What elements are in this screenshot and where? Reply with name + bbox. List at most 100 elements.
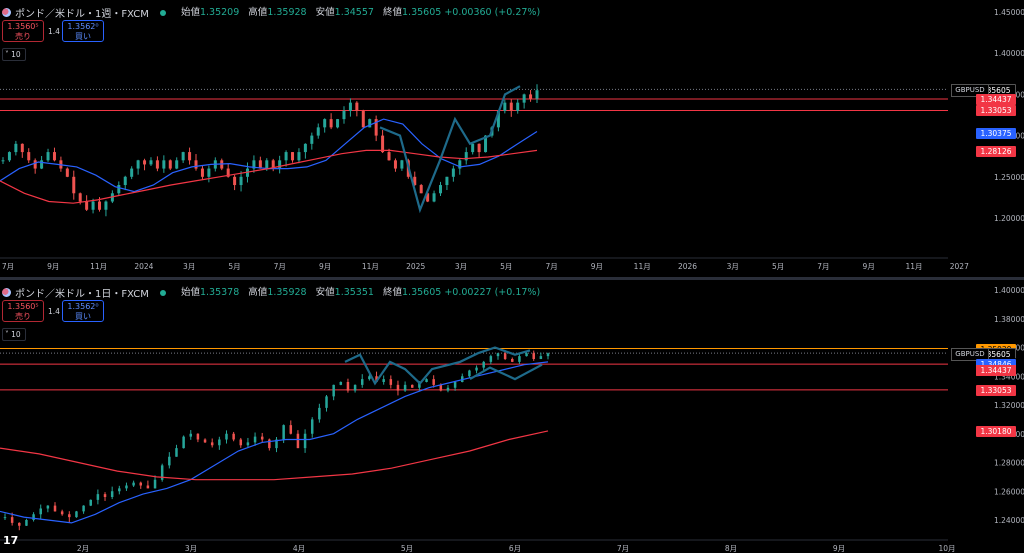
candle-body <box>78 193 82 202</box>
drawing-zigzag <box>379 85 521 214</box>
buy-label: 買い <box>75 32 91 41</box>
indicators-toggle-button[interactable]: ˅ 10 <box>2 328 26 341</box>
candle-body <box>310 419 314 434</box>
candle-body <box>382 379 385 382</box>
candle-body <box>117 185 121 194</box>
candle-body <box>194 160 198 169</box>
price-label: 1.34437 <box>976 94 1016 106</box>
candle-body <box>52 152 56 161</box>
candle-body <box>310 135 314 144</box>
pane-divider[interactable] <box>0 277 1024 280</box>
candle-body <box>475 367 478 371</box>
candle-body <box>239 176 243 186</box>
candle-body <box>98 201 102 210</box>
candle-body <box>68 514 71 518</box>
candle-body <box>1 160 5 162</box>
weekly-chart-pane[interactable]: 1.450001.400001.350001.300001.250001.200… <box>0 0 1024 277</box>
candle-body <box>72 176 76 194</box>
price-label: 1.28126 <box>976 146 1016 158</box>
candle-body <box>529 94 533 99</box>
daily-legend: ポンド／米ドル・1日・FXCM 始値1.35378 高値1.35928 安値1.… <box>2 284 540 300</box>
candle-body <box>46 505 50 509</box>
price-tick-label: 1.38000 <box>994 315 1024 324</box>
candle-body <box>323 119 327 128</box>
time-tick-label: 9月 <box>863 262 875 271</box>
time-tick-label: 7月 <box>617 544 629 553</box>
candle-body <box>210 442 214 446</box>
candle-body <box>360 379 364 385</box>
time-tick-label: 3月 <box>185 544 197 553</box>
candle-body <box>32 514 35 520</box>
daily-chart-canvas[interactable]: 1.400001.380001.360001.340001.320001.300… <box>0 280 1024 553</box>
candle-body <box>125 485 128 489</box>
candle-body <box>27 152 31 161</box>
weekly-chart-canvas[interactable]: 1.450001.400001.350001.300001.250001.200… <box>0 0 1024 277</box>
sell-button[interactable]: 1.3560⁵ 売り <box>2 20 44 42</box>
candle-body <box>374 119 378 136</box>
price-axis <box>948 280 1024 553</box>
time-tick-label: 11月 <box>90 262 107 271</box>
time-tick-label: 5月 <box>500 262 512 271</box>
candle-body <box>7 152 11 161</box>
price-tick-label: 1.25000 <box>994 173 1024 182</box>
candle-body <box>361 110 365 128</box>
buy-button[interactable]: 1.3562⁰ 買い <box>62 300 104 322</box>
candle-body <box>200 168 204 177</box>
candle-body <box>400 160 404 169</box>
candle-body <box>130 168 134 177</box>
indicators-count: 10 <box>11 330 21 339</box>
candle-body <box>445 176 449 186</box>
ohlc-close-value: 1.35605 <box>402 287 442 298</box>
candle-body <box>458 160 462 169</box>
price-label: 1.30180 <box>976 426 1016 438</box>
candle-body <box>132 482 135 486</box>
candle-body <box>291 152 295 161</box>
weekly-symbol-title[interactable]: ポンド／米ドル・1週・FXCM <box>15 9 149 20</box>
candle-body <box>546 353 550 357</box>
ohlc-close-label: 終値 <box>382 7 402 18</box>
candle-body <box>189 433 193 437</box>
candle-body <box>418 382 421 388</box>
ma-200-line <box>0 430 549 481</box>
price-tick-label: 1.26000 <box>994 487 1024 496</box>
ohlc-high-value: 1.35928 <box>267 287 307 298</box>
candle-body <box>325 396 328 408</box>
candle-body <box>226 168 230 177</box>
candle-body <box>332 384 335 397</box>
price-axis <box>948 0 1024 277</box>
ohlc-high-value: 1.35928 <box>267 7 307 18</box>
candle-body <box>239 439 243 446</box>
ohlc-low-label: 安値 <box>315 287 335 298</box>
candle-body <box>477 143 481 153</box>
market-open-icon <box>159 289 166 296</box>
sell-button[interactable]: 1.3560⁵ 売り <box>2 300 44 322</box>
candle-body <box>393 160 397 169</box>
candle-body <box>297 152 301 161</box>
candle-body <box>403 384 407 391</box>
candle-body <box>375 376 378 382</box>
candle-body <box>40 160 44 169</box>
candle-body <box>46 152 50 161</box>
candle-body <box>425 379 428 382</box>
daily-chart-pane[interactable]: 1.400001.380001.360001.340001.320001.300… <box>0 280 1024 553</box>
indicators-toggle-button[interactable]: ˅ 10 <box>2 48 26 61</box>
candle-body <box>339 382 343 385</box>
candle-body <box>218 439 221 446</box>
price-tick-label: 1.45000 <box>994 8 1024 17</box>
candle-body <box>496 110 500 128</box>
sell-price: 1.3560⁵ <box>7 302 39 311</box>
candle-body <box>225 433 228 440</box>
ohlc-change-value: +0.00360 (+0.27%) <box>444 7 541 18</box>
candle-body <box>387 152 391 161</box>
ohlc-high-label: 高値 <box>248 7 268 18</box>
tradingview-logo-icon[interactable]: 17 <box>3 534 19 547</box>
candle-body <box>103 494 107 497</box>
daily-symbol-title[interactable]: ポンド／米ドル・1日・FXCM <box>15 289 149 300</box>
time-tick-label: 8月 <box>725 544 737 553</box>
candle-body <box>175 448 178 457</box>
candle-body <box>471 143 475 153</box>
candle-body <box>146 485 150 489</box>
price-label: 1.34846 <box>976 359 1016 371</box>
ohlc-high-label: 高値 <box>248 287 268 298</box>
buy-button[interactable]: 1.3562⁰ 買い <box>62 20 104 42</box>
